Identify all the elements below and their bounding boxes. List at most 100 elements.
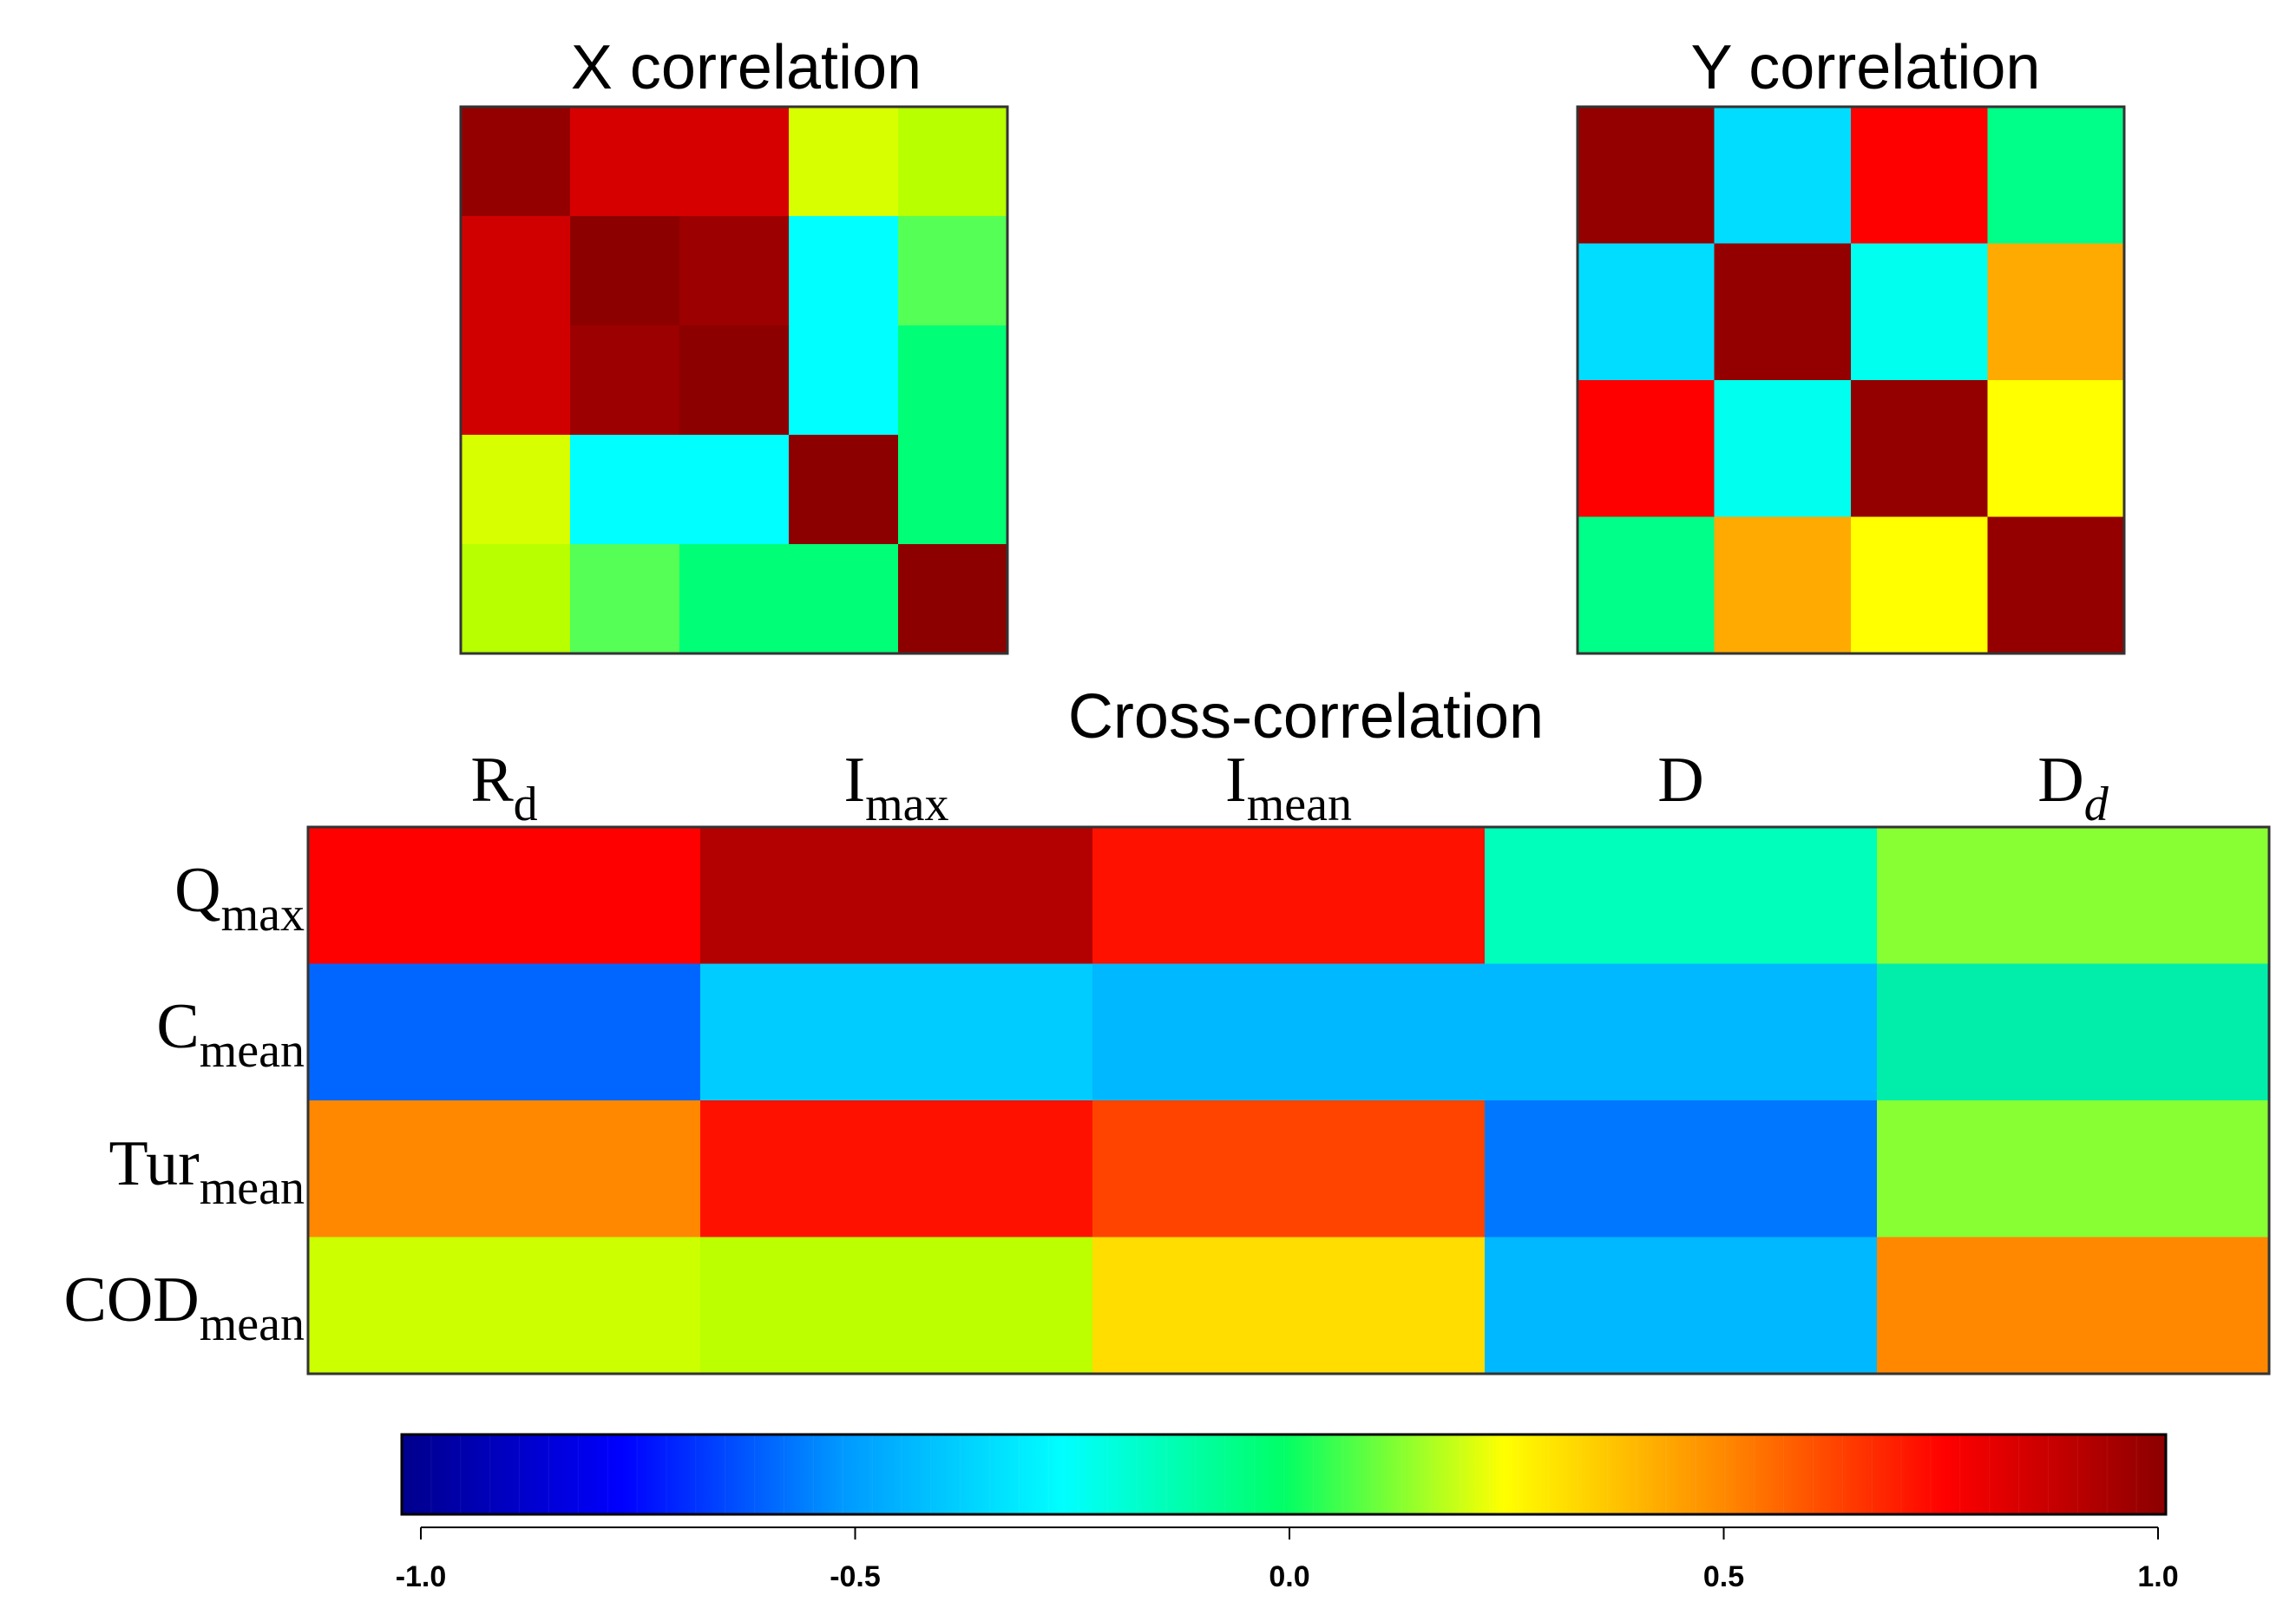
column-label-4: Dd xyxy=(2037,748,2108,829)
cross-correlation-cell-0-2 xyxy=(1092,827,1486,965)
x-correlation-cell-4-4 xyxy=(898,544,1008,654)
x-correlation-title: X correlation xyxy=(570,33,922,102)
x-correlation-cell-0-1 xyxy=(570,107,680,217)
y-correlation-title: Y correlation xyxy=(1690,33,2041,102)
x-correlation-frame xyxy=(459,105,1009,655)
cross-correlation-frame xyxy=(306,825,2271,1375)
colorbar-fill xyxy=(402,1434,2166,1514)
x-correlation-cell-0-4 xyxy=(898,107,1008,217)
column-label-subscript: mean xyxy=(1246,778,1352,831)
x-correlation-cell-3-1 xyxy=(570,435,680,545)
y-correlation-cell-0-3 xyxy=(1987,107,2125,245)
x-correlation-cell-4-1 xyxy=(570,544,680,654)
x-correlation-cell-3-2 xyxy=(679,435,790,545)
row-label-0: Qmax xyxy=(174,858,305,939)
y-correlation-cell-3-0 xyxy=(1578,516,1715,654)
row-label-3: CODmean xyxy=(63,1268,305,1349)
y-correlation-cell-1-2 xyxy=(1851,243,1989,381)
row-label-base: C xyxy=(156,991,200,1063)
cross-correlation-cell-3-3 xyxy=(1485,1237,1878,1375)
x-correlation-cell-3-0 xyxy=(461,435,571,545)
column-label-2: Imean xyxy=(1225,748,1352,829)
column-label-1: Imax xyxy=(843,748,948,829)
x-correlation-cell-0-3 xyxy=(789,107,899,217)
y-correlation-cell-0-2 xyxy=(1851,107,1989,245)
cross-correlation-cell-0-3 xyxy=(1485,827,1878,965)
colorbar-tick-label-0: -1.0 xyxy=(396,1560,447,1593)
column-label-base: D xyxy=(1657,745,1704,816)
colorbar-tick-label-3: 0.5 xyxy=(1703,1560,1744,1593)
y-correlation-cell-1-0 xyxy=(1578,243,1715,381)
column-label-3: D xyxy=(1657,748,1703,812)
cross-correlation-title: Cross-correlation xyxy=(1067,682,1545,752)
x-correlation-cell-1-4 xyxy=(898,216,1008,326)
y-correlation-cell-2-2 xyxy=(1851,380,1989,518)
cross-correlation-cell-2-2 xyxy=(1092,1100,1486,1238)
colorbar-tick-label-1: -0.5 xyxy=(830,1560,881,1593)
column-label-base: I xyxy=(1225,745,1247,816)
row-label-2: Turmean xyxy=(108,1132,305,1212)
y-correlation-cell-3-3 xyxy=(1987,516,2125,654)
y-correlation-cell-0-0 xyxy=(1578,107,1715,245)
x-correlation-cell-4-2 xyxy=(679,544,790,654)
cross-correlation-cell-1-4 xyxy=(1877,963,2270,1101)
cross-correlation-cell-1-1 xyxy=(700,963,1093,1101)
cross-correlation-cell-3-0 xyxy=(308,1237,701,1375)
cross-correlation-cell-3-1 xyxy=(700,1237,1093,1375)
x-correlation-cell-0-2 xyxy=(679,107,790,217)
column-label-0: Rd xyxy=(470,748,537,829)
column-label-subscript: d xyxy=(513,778,538,831)
row-label-base: COD xyxy=(63,1264,200,1336)
y-correlation-cell-2-3 xyxy=(1987,380,2125,518)
y-correlation-cell-3-2 xyxy=(1851,516,1989,654)
x-correlation-cell-1-1 xyxy=(570,216,680,326)
x-correlation-cell-2-4 xyxy=(898,325,1008,436)
column-label-base: D xyxy=(2037,745,2084,816)
cross-correlation-cell-2-4 xyxy=(1877,1100,2270,1238)
x-correlation-cell-2-1 xyxy=(570,325,680,436)
cross-correlation-cell-1-2 xyxy=(1092,963,1486,1101)
column-label-base: I xyxy=(843,745,866,816)
y-correlation-cell-1-3 xyxy=(1987,243,2125,381)
y-correlation-frame xyxy=(1576,105,2126,655)
colorbar-tick-label-2: 0.0 xyxy=(1269,1560,1309,1593)
y-correlation-cell-1-1 xyxy=(1714,243,1852,381)
cross-correlation-cell-2-0 xyxy=(308,1100,701,1238)
x-correlation-cell-2-2 xyxy=(679,325,790,436)
row-label-1: Cmean xyxy=(156,995,305,1075)
column-label-subscript: d xyxy=(2083,778,2109,831)
cross-correlation-cell-0-0 xyxy=(308,827,701,965)
x-correlation-cell-2-3 xyxy=(789,325,899,436)
x-correlation-cell-3-3 xyxy=(789,435,899,545)
x-correlation-cell-1-3 xyxy=(789,216,899,326)
colorbar-tick-label-4: 1.0 xyxy=(2137,1560,2178,1593)
x-correlation-cell-1-2 xyxy=(679,216,790,326)
column-label-subscript: max xyxy=(865,778,949,831)
cross-correlation-cell-3-4 xyxy=(1877,1237,2270,1375)
column-label-base: R xyxy=(470,745,514,816)
colorbar-frame xyxy=(400,1433,2168,1516)
row-label-subscript: mean xyxy=(199,1297,305,1352)
row-label-subscript: max xyxy=(220,887,305,942)
cross-correlation-cell-2-1 xyxy=(700,1100,1093,1238)
y-correlation-cell-3-1 xyxy=(1714,516,1852,654)
cross-correlation-cell-3-2 xyxy=(1092,1237,1486,1375)
x-correlation-cell-1-0 xyxy=(461,216,571,326)
row-label-base: Q xyxy=(174,854,221,926)
row-label-base: Tur xyxy=(108,1127,200,1199)
x-correlation-cell-3-4 xyxy=(898,435,1008,545)
cross-correlation-cell-2-3 xyxy=(1485,1100,1878,1238)
cross-correlation-cell-0-1 xyxy=(700,827,1093,965)
cross-correlation-cell-1-0 xyxy=(308,963,701,1101)
cross-correlation-cell-0-4 xyxy=(1877,827,2270,965)
y-correlation-cell-2-0 xyxy=(1578,380,1715,518)
x-correlation-cell-0-0 xyxy=(461,107,571,217)
y-correlation-cell-2-1 xyxy=(1714,380,1852,518)
x-correlation-cell-4-0 xyxy=(461,544,571,654)
row-label-subscript: mean xyxy=(199,1160,305,1215)
row-label-subscript: mean xyxy=(199,1024,305,1079)
x-correlation-cell-2-0 xyxy=(461,325,571,436)
cross-correlation-cell-1-3 xyxy=(1485,963,1878,1101)
